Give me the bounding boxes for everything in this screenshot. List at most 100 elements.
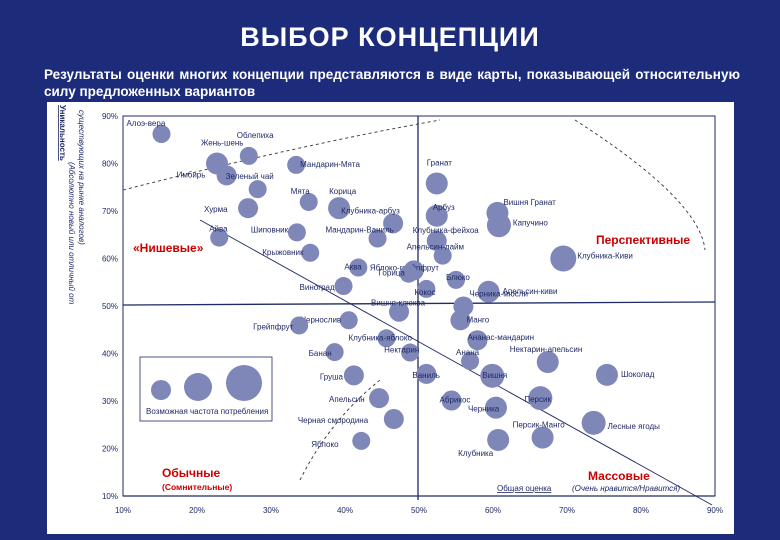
data-point-label: Гранат [427, 158, 452, 167]
data-point: Вишня [480, 363, 507, 388]
data-point-marker [484, 396, 507, 419]
y-tick-label: 60% [102, 255, 118, 264]
data-point-marker [581, 410, 606, 435]
data-point-marker [383, 213, 404, 234]
data-point: Персик [524, 386, 553, 411]
data-point-marker [238, 198, 259, 219]
data-point-marker [339, 311, 358, 330]
data-point-label: Айва [209, 225, 228, 234]
data-point-marker [441, 390, 462, 411]
axis-ticks: 10% 10% 20% 20% 30% 30% 40% 40% 50% 50% 60% 60% 70% 7… [102, 112, 723, 515]
data-point-label: Персик-Манго [513, 421, 566, 430]
data-point: Имбирь [177, 165, 237, 186]
data-point-label: Черника-мюсли [469, 289, 528, 298]
data-point: Яблоко [311, 431, 371, 450]
data-point: Апельсин-киви [477, 280, 558, 303]
data-point-label: Лесные ягоды [608, 422, 661, 431]
x-axis-title: Общая оценка [497, 484, 552, 493]
y-tick-label: 10% [102, 492, 118, 501]
data-point: Вишня-клюква [371, 299, 426, 322]
x-tick-label: 10% [115, 506, 131, 515]
quadrant-promising: Перспективные [596, 233, 690, 247]
legend-label: Возможная частота потребления [146, 407, 268, 416]
data-point: Кокос [414, 279, 436, 298]
data-point-marker [433, 246, 452, 265]
data-point-label: Арбуз [433, 203, 455, 212]
data-point: Апельсин [329, 388, 390, 409]
data-point: Банан [309, 343, 344, 362]
data-point-marker [467, 330, 488, 351]
data-point-marker [343, 365, 364, 386]
data-point-marker [531, 426, 554, 449]
data-point-label: Вишня Гранат [503, 198, 556, 207]
data-point-marker [287, 155, 306, 174]
x-tick-label: 20% [189, 506, 205, 515]
data-point-label: Виноград [300, 283, 335, 292]
data-point-marker [239, 146, 258, 165]
data-point-label: Груша [320, 372, 344, 381]
data-point-label: Блюко [446, 273, 470, 282]
data-point-label: Ваниль [412, 371, 440, 380]
data-point-label: Клубника [458, 449, 494, 458]
data-point-marker [152, 125, 171, 144]
data-point-marker [377, 329, 396, 348]
data-point-label: Клубника-яблоко [348, 333, 412, 342]
data-point-marker [352, 431, 371, 450]
data-point: Ананас-мандарин [467, 330, 534, 351]
data-point: Виноград [300, 277, 353, 296]
data-point-marker [216, 165, 237, 186]
data-point: Чернослив [301, 311, 358, 330]
data-point-marker [290, 316, 309, 335]
data-point: Аква [344, 258, 368, 277]
data-point-marker [426, 230, 447, 251]
data-point: Зеленый чай [226, 172, 274, 199]
data-point-marker [287, 223, 306, 242]
y-tick-label: 80% [102, 160, 118, 169]
data-point: Корица [328, 187, 357, 220]
x-tick-label: 40% [337, 506, 353, 515]
x-tick-label: 90% [707, 506, 723, 515]
data-point-marker [334, 277, 353, 296]
data-point-marker [299, 192, 318, 211]
data-point-label: Яблоко [311, 440, 339, 449]
data-point-marker [301, 243, 320, 262]
chart-panel [47, 102, 734, 534]
data-point: Лесные ягоды [581, 410, 661, 435]
data-point: Мандарин-Ваниль [326, 226, 394, 248]
y-axis-title-2: (Абсолютно новый или отличный от [67, 162, 76, 305]
data-point-label: Апельсин-лайм [407, 243, 464, 252]
slide-title: ВЫБОР КОНЦЕПЦИИ [240, 22, 540, 52]
data-point-label: Грейпфрут [253, 322, 294, 331]
data-point-label: Ананас-мандарин [467, 333, 534, 342]
data-point-label: Крыжовник [262, 248, 304, 257]
data-point-label: Персик [524, 395, 551, 404]
quadrant-mass: Массовые [588, 469, 650, 483]
data-point: Капучино [486, 213, 548, 238]
data-point: Клубника-арбуз [341, 206, 404, 234]
data-point-marker [425, 172, 448, 195]
data-point-label: Клубника-фейхоа [413, 226, 480, 235]
data-point: Мандарин-Мята [287, 155, 360, 174]
data-point-label: Манго [466, 315, 489, 324]
y-tick-label: 90% [102, 112, 118, 121]
data-point-label: Чернослив [301, 315, 341, 324]
data-point-label: Мята [291, 187, 311, 196]
data-point: Айва [209, 225, 229, 247]
x-tick-label: 70% [559, 506, 575, 515]
diagonal-trend-line [199, 219, 713, 506]
data-point: Крыжовник [262, 243, 320, 262]
y-tick-label: 70% [102, 207, 118, 216]
quadrant-ordinary-sub: (Сомнительные) [162, 482, 232, 492]
data-point: Шиповник [251, 223, 306, 242]
data-point-label: Апельсин-киви [503, 287, 558, 296]
data-point: Абрикос [440, 390, 471, 411]
data-point-label: Нектарин-апельсин [510, 345, 583, 354]
data-point-label: Абрикос [440, 396, 471, 405]
quadrant-niche: «Нишевые» [133, 241, 204, 255]
horizontal-divider [122, 301, 716, 306]
data-point-label: Горица [379, 269, 406, 278]
data-point: Персик-Манго [513, 421, 566, 449]
data-point: Клубника-Киви [550, 245, 633, 272]
data-point-marker [536, 351, 559, 374]
data-point-label: Клубника-Киви [577, 252, 633, 261]
